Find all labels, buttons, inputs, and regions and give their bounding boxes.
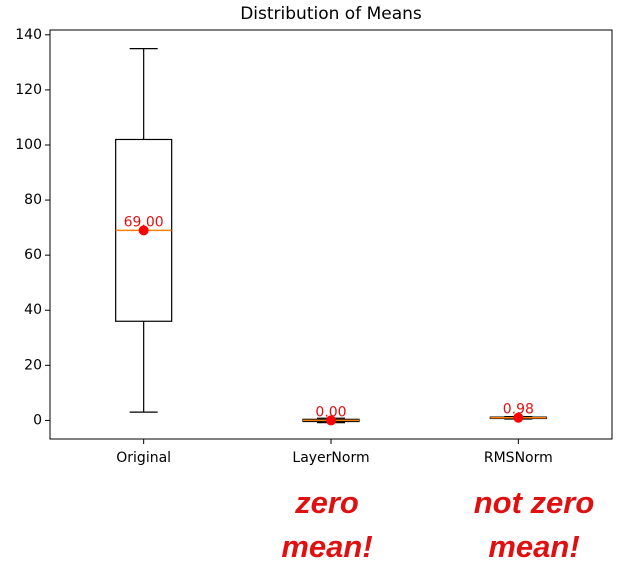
mean-marker: [513, 412, 524, 423]
y-tick-label: 140: [15, 27, 42, 43]
annotation: not zero: [474, 485, 595, 520]
mean-marker: [326, 415, 336, 426]
y-tick-label: 100: [15, 137, 42, 153]
x-tick-label: RMSNorm: [484, 450, 553, 466]
chart-title: Distribution of Means: [240, 4, 422, 24]
plot-frame: [49, 29, 613, 440]
mean-label: 0.00: [315, 404, 346, 420]
y-tick-label: 80: [24, 192, 42, 208]
annotation: mean!: [281, 529, 372, 564]
y-tick-label: 20: [24, 357, 42, 373]
annotation: zero: [294, 485, 359, 520]
mean-label: 0.98: [503, 402, 534, 418]
y-tick-label: 120: [15, 82, 42, 98]
mean-label: 69.00: [124, 214, 164, 230]
mean-marker: [138, 225, 149, 236]
x-tick-label: LayerNorm: [292, 450, 369, 466]
x-tick-label: Original: [116, 450, 171, 466]
y-tick-label: 40: [24, 302, 42, 318]
y-tick-label: 60: [24, 247, 42, 263]
y-tick-label: 0: [33, 412, 42, 428]
annotation: mean!: [488, 529, 579, 564]
